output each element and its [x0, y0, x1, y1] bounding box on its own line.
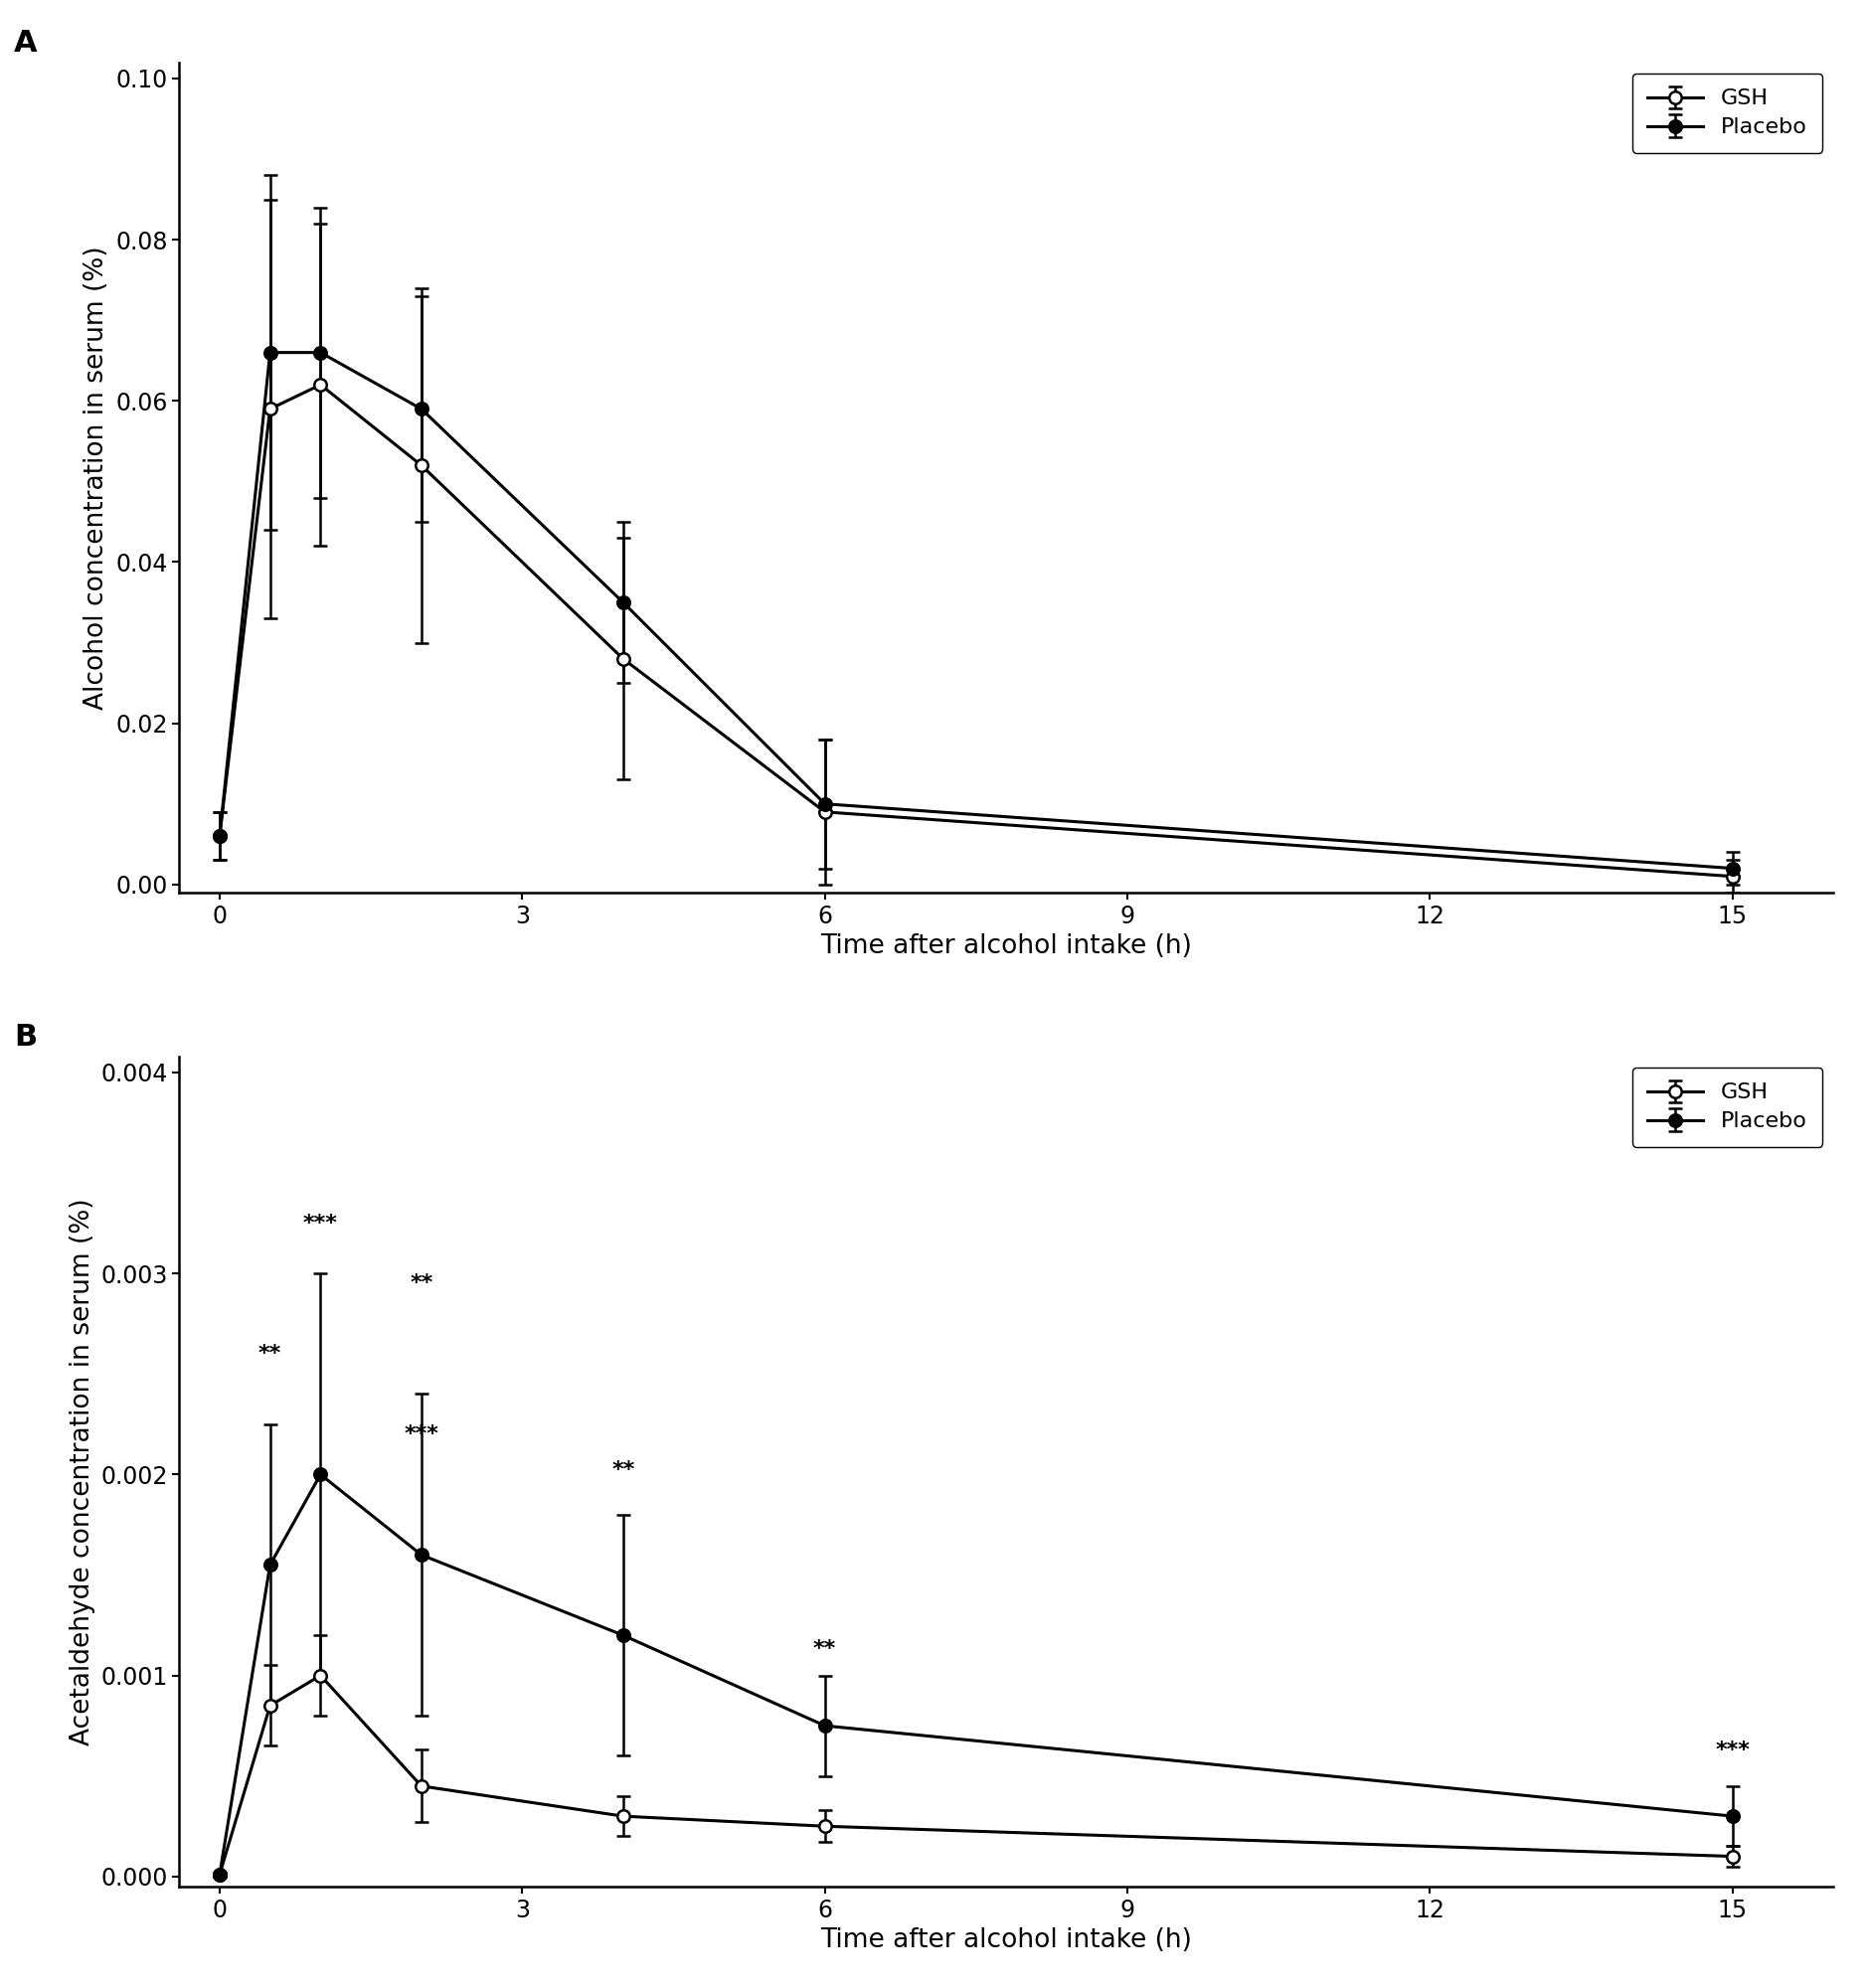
X-axis label: Time after alcohol intake (h): Time after alcohol intake (h)	[820, 1928, 1192, 1954]
Text: **: **	[611, 1461, 635, 1481]
Legend: GSH, Placebo: GSH, Placebo	[1633, 1068, 1823, 1147]
Text: **: **	[258, 1344, 282, 1364]
Legend: GSH, Placebo: GSH, Placebo	[1633, 74, 1823, 153]
Y-axis label: Alcohol concentration in serum (%): Alcohol concentration in serum (%)	[84, 247, 110, 710]
Text: **: **	[409, 1274, 433, 1294]
Text: **: **	[813, 1640, 837, 1660]
X-axis label: Time after alcohol intake (h): Time after alcohol intake (h)	[820, 934, 1192, 960]
Text: A: A	[13, 30, 37, 58]
Y-axis label: Acetaldehyde concentration in serum (%): Acetaldehyde concentration in serum (%)	[69, 1199, 95, 1745]
Text: ***: ***	[303, 1213, 338, 1233]
Text: ***: ***	[1715, 1740, 1750, 1759]
Text: ***: ***	[403, 1425, 439, 1445]
Text: B: B	[13, 1024, 37, 1052]
